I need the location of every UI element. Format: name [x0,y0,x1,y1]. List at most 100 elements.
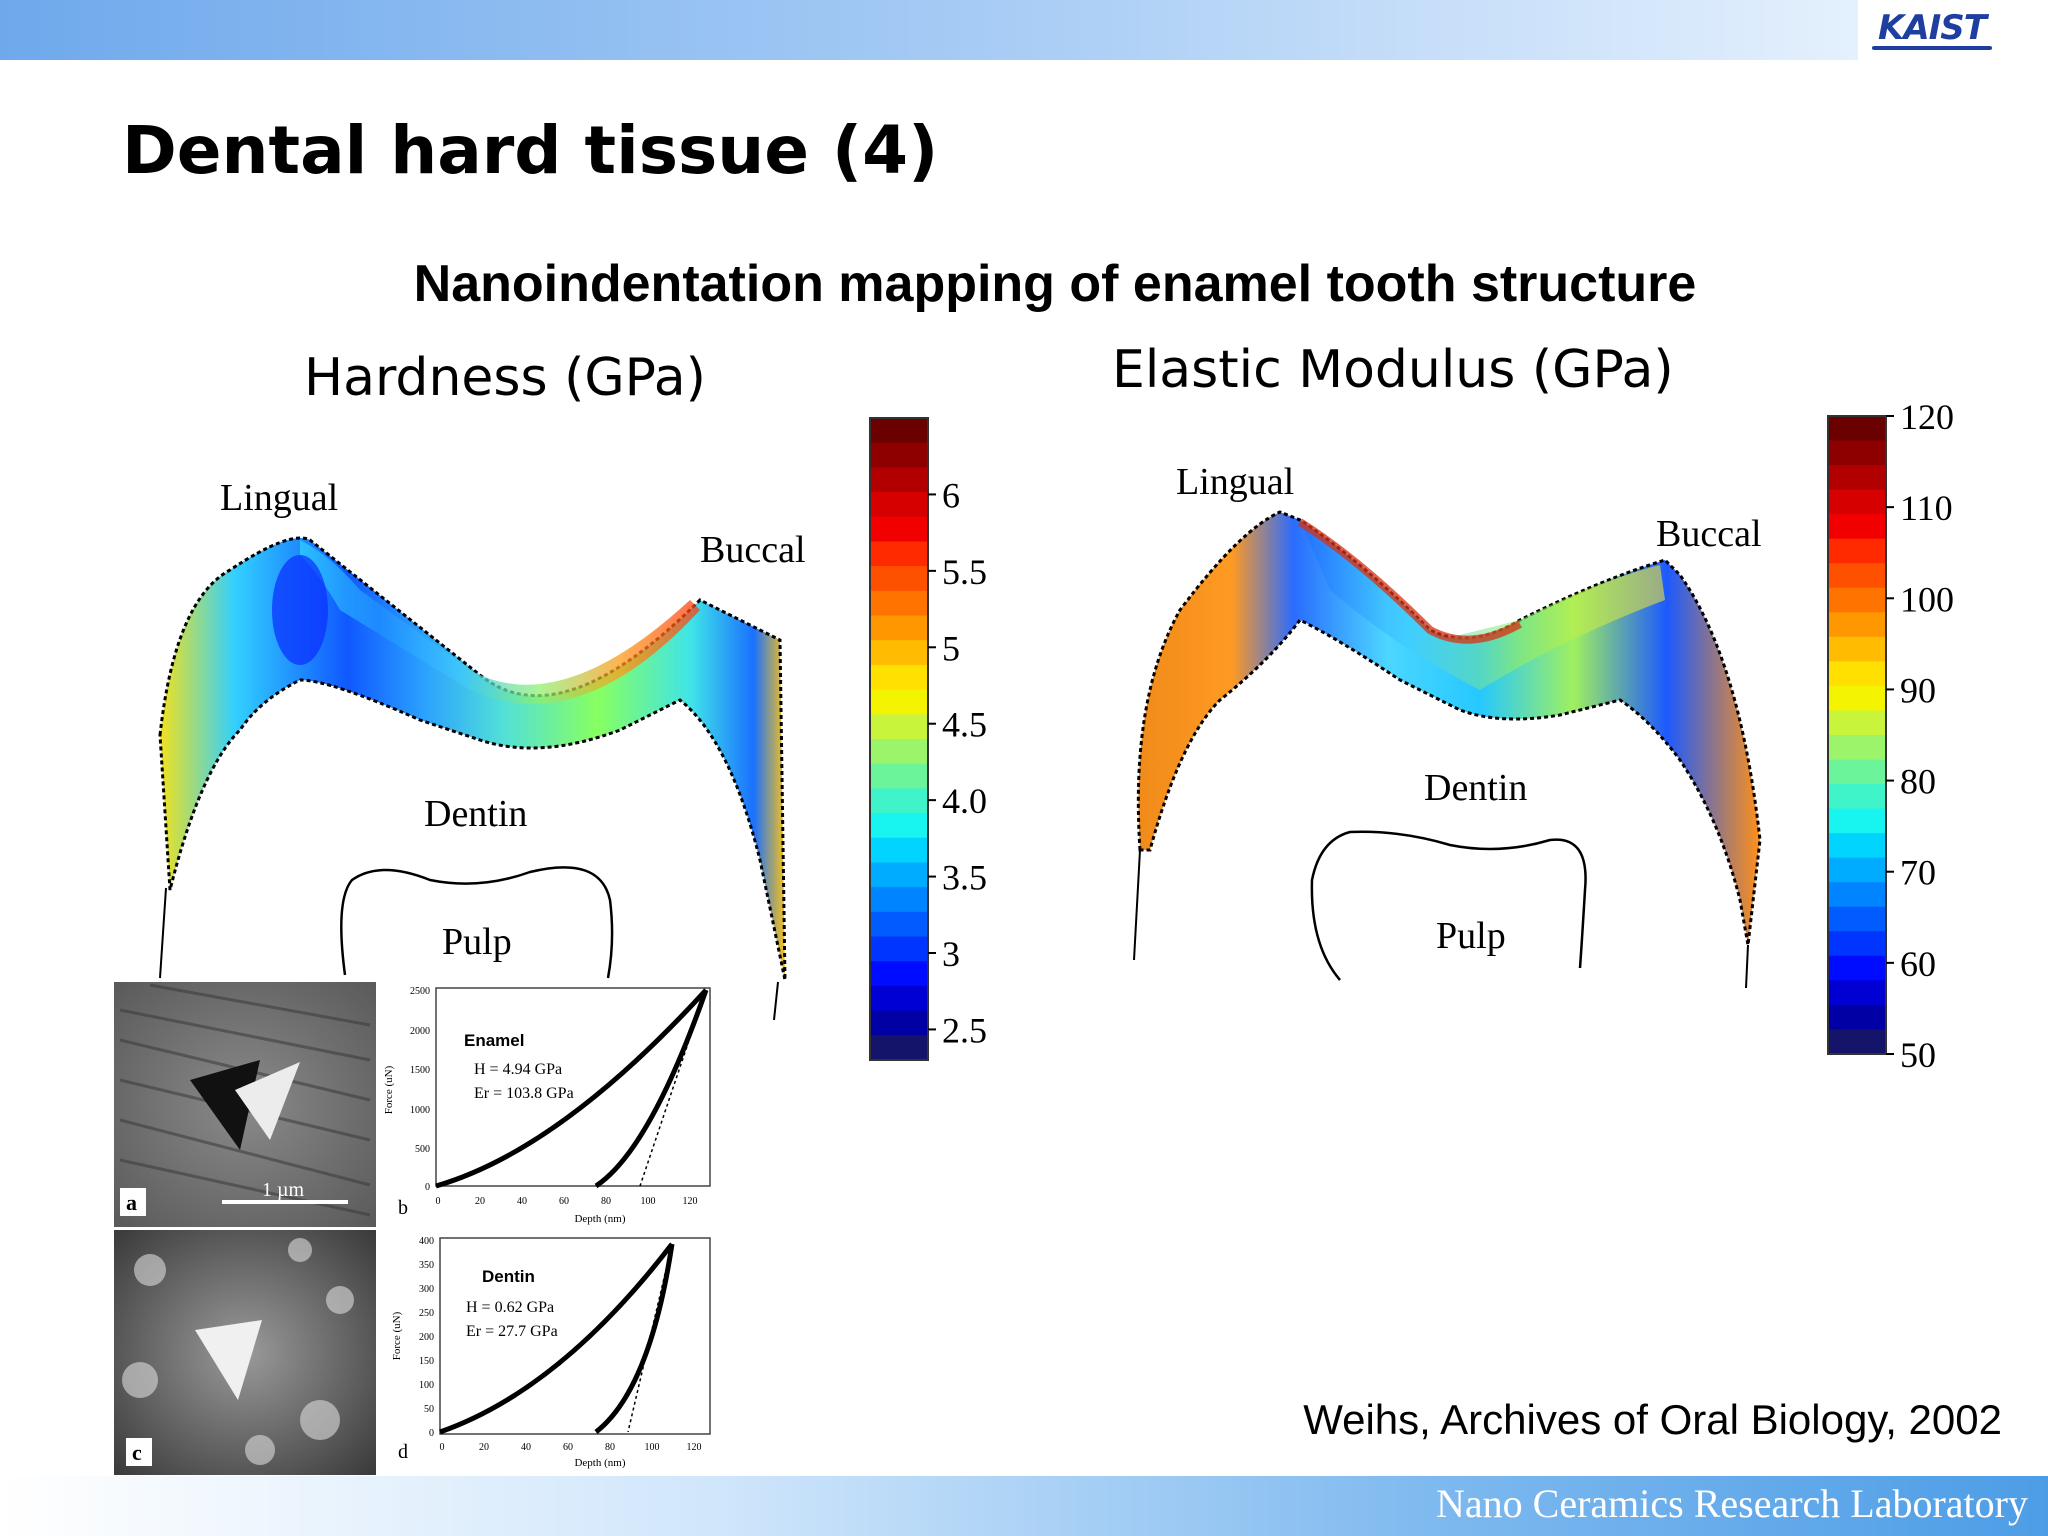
hardness-colorbar-band [870,442,928,468]
panel-a-box [120,1188,146,1216]
modulus-colorbar-band [1828,538,1886,564]
hardness-label-lingual: Lingual [220,477,338,519]
modulus-tooth-map: Lingual Buccal Dentin Pulp [1133,461,1762,989]
modulus-enamel-map [1136,510,1762,946]
hardness-colorbar-band [870,985,928,1012]
modulus-pulp-outline [1310,830,1587,981]
dentin-plot-xtick: 0 [440,1442,445,1453]
modulus-colorbar-tick-label: 80 [1900,762,1936,802]
modulus-colorbar-band [1828,636,1886,662]
dentin-plot-ytick: 50 [424,1404,434,1415]
hardness-colorbar-tick-label: 3 [942,934,960,974]
modulus-colorbar-band [1828,710,1886,736]
hardness-colorbar-band [870,813,928,839]
enamel-plot-xtick: 80 [601,1196,611,1207]
modulus-colorbar-band [1828,833,1886,859]
dentin-plot-ytick: 200 [419,1332,434,1343]
modulus-colorbar-band [1828,1004,1886,1031]
hardness-colorbar-band [870,516,928,543]
modulus-map-title: Elastic Modulus (GPa) [1112,340,1674,400]
modulus-colorbar-band [1828,514,1886,540]
modulus-colorbar-tick-label: 60 [1900,944,1936,984]
dentin-plot-xtick: 20 [479,1442,489,1453]
hardness-colorbar-band [870,1035,928,1061]
enamel-tangent-line [639,989,707,1187]
hardness-colorbar-band [870,788,928,814]
dentin-plot-yticks: 400 350 300 250 200 150 100 50 0 [419,1236,434,1439]
hardness-colorbar-band [870,763,928,789]
modulus-dentin-left-edge [1133,849,1141,961]
dentin-plot-xtick: 100 [645,1442,660,1453]
dentin-plot-xticks: 0 20 40 60 80 100 120 [440,1442,702,1453]
modulus-colorbar-band [1828,587,1886,613]
dentin-plot-ytick: 350 [419,1260,434,1271]
modulus-colorbar-band [1828,416,1886,442]
dentin-plot-ytick: 0 [429,1428,434,1439]
modulus-colorbar-tick-label: 70 [1900,853,1936,893]
enamel-unloading-curve [594,989,709,1189]
panel-a-label: a [126,1190,137,1215]
hardness-colorbar-tick-label: 4.5 [942,705,987,745]
modulus-colorbar-bands [1828,416,1886,1055]
dentin-hardness-value: H = 0.62 GPa [466,1299,554,1316]
hardness-colorbar-tick-label: 3.5 [942,858,987,898]
hardness-colorbar-band [870,837,928,864]
modulus-colorbar-tick-label: 110 [1900,488,1953,528]
hardness-colorbar-band [870,640,928,666]
enamel-plot-xtick: 0 [436,1196,441,1207]
modulus-colorbar-tick-label: 100 [1900,579,1954,619]
hardness-enamel-outer-band [300,540,700,704]
hardness-colorbar-tick-label: 5.5 [942,552,987,592]
inset-figure: 1 µm a c Enamel H = 4.94 GPa Er = 103.8 … [112,980,720,1485]
modulus-colorbar-tick-label: 120 [1900,397,1954,437]
dentin-plot-ytick: 400 [419,1236,434,1247]
panel-d-label: d [398,1441,408,1463]
modulus-colorbar-band [1828,440,1886,466]
enamel-plot-ylabel: Force (uN) [383,1065,395,1114]
hardness-colorbar-band [870,541,928,567]
panel-b-label: b [398,1197,408,1219]
modulus-colorbar-band [1828,685,1886,712]
dentin-plot-ylabel: Force (uN) [391,1311,403,1360]
modulus-label-buccal: Buccal [1656,513,1762,555]
modulus-colorbar-band [1828,489,1886,515]
modulus-colorbar-band [1828,1029,1886,1055]
modulus-colorbar-band [1828,784,1886,810]
modulus-label-pulp: Pulp [1436,915,1506,957]
enamel-plot-ytick: 0 [425,1182,430,1193]
enamel-plot-ytick: 2500 [410,986,430,997]
dentin-plot-xtick: 80 [605,1442,615,1453]
modulus-highlight-edge [1297,518,1522,644]
hardness-map-title: Hardness (GPa) [304,348,706,408]
enamel-plot-xtick: 120 [683,1196,698,1207]
hardness-colorbar-band [870,739,928,765]
modulus-enamel-outer-band [1300,520,1665,690]
enamel-modulus-value: Er = 103.8 GPa [474,1085,574,1102]
dentin-plot-xlabel: Depth (nm) [574,1457,625,1469]
hardness-colorbar-band [870,492,928,518]
hardness-colorbar-band [870,689,928,715]
modulus-colorbar-band [1828,808,1886,834]
modulus-colorbar: 120 110 100 90 80 70 60 50 [1827,397,1954,1075]
dentin-plot-ytick: 100 [419,1380,434,1391]
hardness-colorbar-ticks: 6 5.5 5 4.5 4.0 3.5 3 2.5 [928,475,987,1050]
hardness-colorbar-bands [870,418,928,1061]
hardness-colorbar: 6 5.5 5 4.5 4.0 3.5 3 2.5 [869,417,987,1061]
enamel-loading-curve [435,988,708,1189]
modulus-colorbar-band [1828,955,1886,981]
hardness-colorbar-tick-label: 6 [942,475,960,515]
kaist-logo [1858,0,2048,60]
dentin-tangent-line [627,1243,673,1433]
enamel-plot-xtick: 20 [475,1196,485,1207]
modulus-dentin-right-edge [1745,944,1749,989]
dentin-indent-mark [195,1320,262,1400]
dentin-plot-xtick: 120 [687,1442,702,1453]
hardness-dentin-left-edge [159,887,167,979]
hardness-tooth-map: Lingual Buccal Dentin Pulp [158,477,806,1021]
enamel-indent-shadow [190,1060,260,1150]
dentin-plot-frame [439,1237,711,1435]
slide-subtitle: Nanoindentation mapping of enamel tooth … [413,255,1697,313]
enamel-plot-ytick: 2000 [410,1026,430,1037]
hardness-colorbar-band [870,664,928,691]
